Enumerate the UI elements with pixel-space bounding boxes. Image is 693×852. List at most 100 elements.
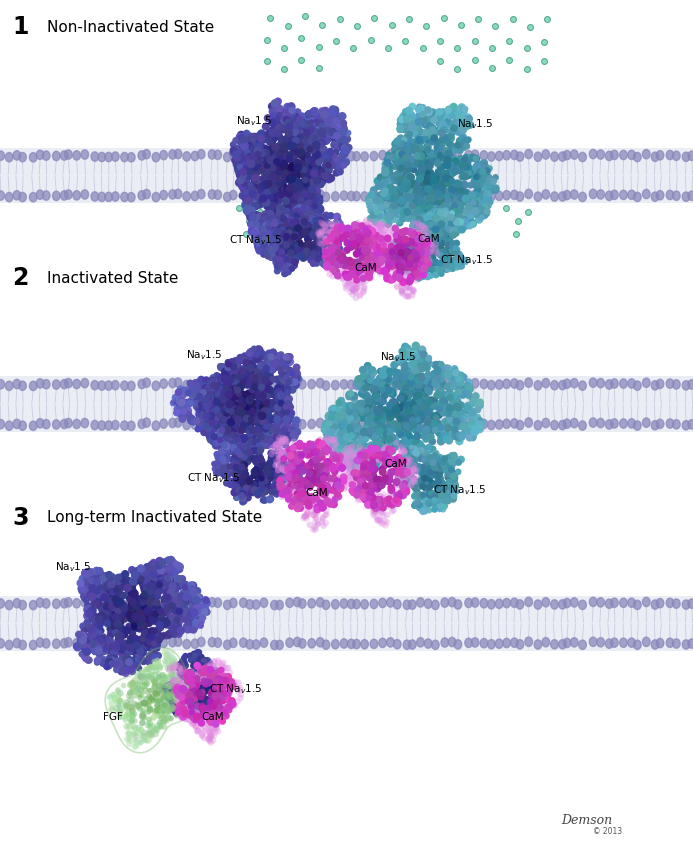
Point bbox=[403, 249, 414, 262]
Point bbox=[375, 268, 386, 281]
Point bbox=[433, 142, 444, 156]
Point bbox=[94, 648, 105, 661]
Point bbox=[315, 215, 326, 228]
Point bbox=[414, 253, 425, 267]
Point bbox=[258, 248, 269, 262]
Point bbox=[243, 157, 254, 170]
Point bbox=[209, 400, 220, 413]
Point bbox=[367, 498, 378, 511]
Point bbox=[223, 469, 234, 482]
Point bbox=[349, 416, 360, 429]
Point bbox=[113, 645, 124, 659]
Circle shape bbox=[214, 419, 222, 429]
Point bbox=[222, 661, 234, 675]
Point bbox=[93, 642, 104, 656]
Point bbox=[313, 175, 324, 188]
Point bbox=[475, 204, 486, 217]
Point bbox=[400, 120, 411, 134]
Point bbox=[134, 722, 145, 735]
Point bbox=[148, 694, 159, 707]
Point bbox=[470, 390, 481, 404]
Point bbox=[373, 446, 384, 460]
Point bbox=[422, 355, 433, 369]
Point bbox=[292, 185, 304, 199]
Point bbox=[182, 702, 193, 716]
Point bbox=[333, 429, 344, 443]
Point bbox=[483, 171, 494, 185]
Point bbox=[273, 400, 284, 413]
Point bbox=[173, 705, 184, 718]
Point bbox=[208, 655, 219, 669]
Point bbox=[96, 632, 107, 646]
Point bbox=[416, 181, 428, 194]
Point bbox=[121, 655, 132, 669]
Point bbox=[299, 170, 310, 183]
Point bbox=[272, 216, 283, 230]
Circle shape bbox=[36, 419, 44, 429]
Point bbox=[446, 129, 457, 142]
Point bbox=[428, 443, 439, 457]
Point bbox=[410, 252, 421, 266]
Point bbox=[308, 442, 319, 456]
Point bbox=[200, 724, 211, 738]
Point bbox=[308, 476, 319, 490]
Circle shape bbox=[516, 421, 524, 430]
Point bbox=[166, 554, 177, 567]
Point bbox=[290, 497, 301, 510]
Point bbox=[143, 705, 154, 719]
Point bbox=[272, 245, 283, 258]
Point bbox=[143, 639, 154, 653]
Point bbox=[241, 204, 252, 218]
Point bbox=[383, 245, 394, 258]
Point bbox=[427, 207, 438, 221]
Point bbox=[292, 481, 304, 494]
Point bbox=[450, 429, 461, 443]
Point bbox=[174, 563, 185, 577]
Point bbox=[152, 699, 163, 712]
Point bbox=[245, 360, 256, 374]
Point bbox=[448, 122, 459, 135]
Point bbox=[365, 485, 376, 498]
Point bbox=[220, 679, 231, 693]
Point bbox=[181, 596, 192, 609]
Circle shape bbox=[174, 637, 182, 647]
Point bbox=[479, 199, 490, 213]
Point bbox=[332, 240, 343, 254]
Point bbox=[422, 452, 433, 465]
Point bbox=[274, 151, 286, 164]
Point bbox=[112, 605, 123, 619]
Point bbox=[454, 407, 465, 421]
Point bbox=[371, 414, 382, 428]
Point bbox=[89, 597, 100, 611]
Point bbox=[147, 591, 158, 605]
Point bbox=[326, 433, 337, 446]
Point bbox=[302, 109, 313, 123]
Point bbox=[301, 492, 312, 505]
Point bbox=[169, 674, 180, 688]
Point bbox=[268, 202, 279, 216]
Point bbox=[428, 148, 439, 162]
Point bbox=[401, 290, 412, 303]
Point bbox=[421, 398, 432, 412]
Point bbox=[313, 441, 324, 455]
Point bbox=[445, 420, 456, 434]
Point bbox=[243, 408, 254, 422]
Point bbox=[234, 161, 245, 175]
Point bbox=[367, 472, 378, 486]
Point bbox=[240, 199, 251, 212]
Point bbox=[233, 484, 244, 498]
Point bbox=[255, 221, 266, 234]
Point bbox=[447, 370, 458, 383]
Point bbox=[438, 179, 449, 193]
Point bbox=[458, 411, 469, 424]
Point bbox=[274, 426, 285, 440]
Point bbox=[397, 345, 408, 359]
Point bbox=[279, 63, 290, 77]
Point bbox=[175, 667, 186, 681]
Point bbox=[372, 257, 383, 271]
Point bbox=[146, 625, 157, 638]
Point bbox=[178, 697, 189, 711]
Point bbox=[277, 407, 288, 421]
Point bbox=[483, 192, 494, 205]
Point bbox=[95, 581, 106, 595]
